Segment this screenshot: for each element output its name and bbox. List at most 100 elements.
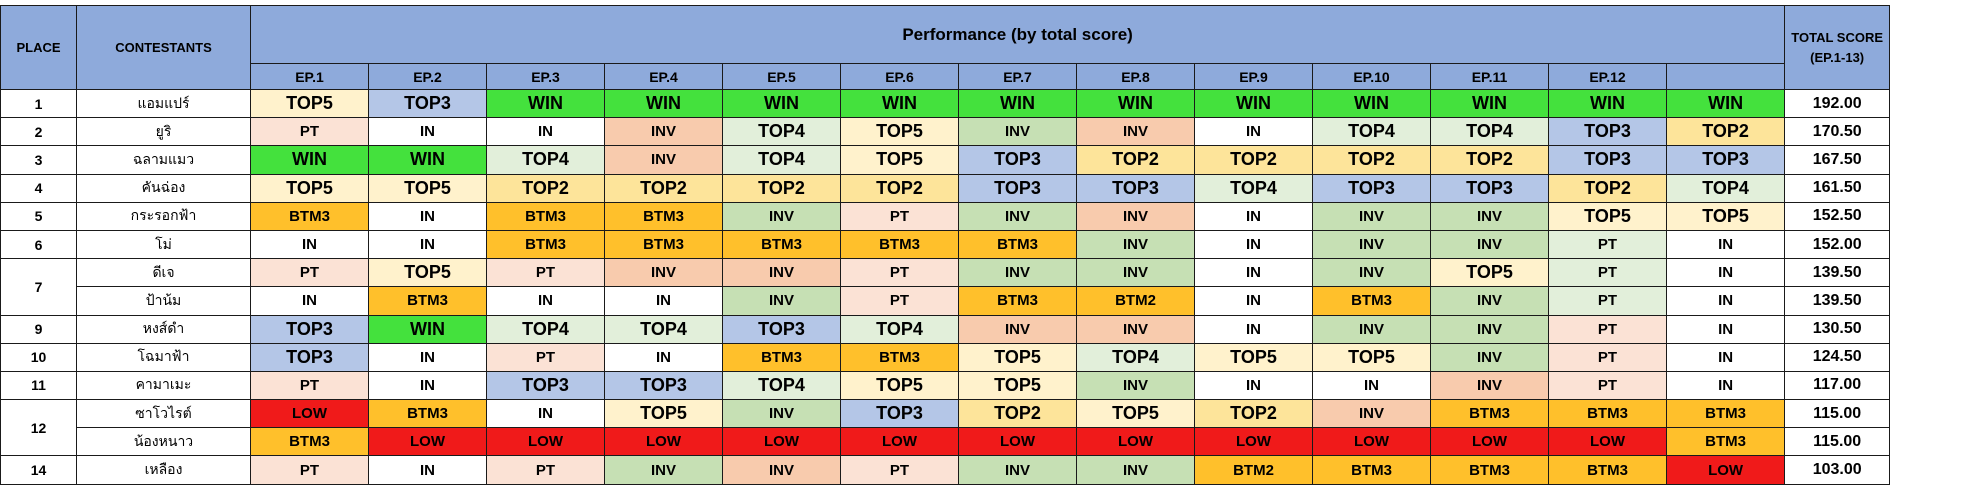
result-cell[interactable]: PT: [1548, 314, 1667, 344]
result-cell[interactable]: INV: [604, 455, 723, 485]
result-cell[interactable]: WIN: [368, 314, 487, 344]
result-cell[interactable]: TOP5: [1548, 201, 1667, 231]
result-cell[interactable]: WIN: [1430, 88, 1549, 119]
result-cell[interactable]: TOP2: [958, 399, 1077, 429]
result-cell[interactable]: TOP3: [250, 314, 369, 344]
result-cell[interactable]: BTM3: [958, 286, 1077, 316]
result-cell[interactable]: WIN: [840, 88, 959, 119]
result-cell[interactable]: LOW: [250, 399, 369, 429]
result-cell[interactable]: INV: [1076, 117, 1195, 147]
result-cell[interactable]: INV: [1430, 286, 1549, 316]
episode-header-5[interactable]: EP.5: [722, 63, 841, 90]
result-cell[interactable]: INV: [1430, 314, 1549, 344]
result-cell[interactable]: IN: [1194, 229, 1313, 260]
result-cell[interactable]: BTM3: [250, 427, 369, 457]
result-cell[interactable]: IN: [368, 455, 487, 485]
result-cell[interactable]: IN: [1665, 229, 1786, 260]
result-cell[interactable]: LOW: [604, 427, 723, 457]
result-cell[interactable]: TOP3: [958, 173, 1077, 203]
result-cell[interactable]: WIN: [1548, 88, 1667, 119]
total-score-cell[interactable]: 152.50: [1784, 201, 1891, 231]
result-cell[interactable]: LOW: [1548, 427, 1667, 457]
contestant-name-cell[interactable]: ป้าน้ม: [76, 286, 251, 316]
result-cell[interactable]: WIN: [604, 88, 723, 119]
result-cell[interactable]: IN: [368, 117, 487, 147]
result-cell[interactable]: INV: [1076, 370, 1195, 401]
result-cell[interactable]: PT: [250, 455, 369, 485]
place-cell[interactable]: 10: [0, 342, 77, 372]
result-cell[interactable]: TOP4: [486, 314, 605, 344]
result-cell[interactable]: IN: [368, 229, 487, 260]
result-cell[interactable]: IN: [250, 286, 369, 316]
result-cell[interactable]: TOP4: [722, 145, 841, 175]
result-cell[interactable]: WIN: [1076, 88, 1195, 119]
result-cell[interactable]: TOP3: [250, 342, 369, 372]
result-cell[interactable]: BTM3: [1312, 286, 1431, 316]
episode-header-4[interactable]: EP.4: [604, 63, 723, 90]
result-cell[interactable]: IN: [1665, 342, 1786, 372]
contestant-name-cell[interactable]: โม่: [76, 229, 251, 260]
result-cell[interactable]: PT: [840, 258, 959, 288]
result-cell[interactable]: IN: [368, 370, 487, 401]
result-cell[interactable]: INV: [604, 117, 723, 147]
result-cell[interactable]: IN: [1665, 258, 1786, 288]
episode-header-6[interactable]: EP.6: [840, 63, 959, 90]
result-cell[interactable]: TOP5: [1194, 342, 1313, 372]
result-cell[interactable]: INV: [958, 314, 1077, 344]
result-cell[interactable]: BTM3: [840, 229, 959, 260]
result-cell[interactable]: IN: [1665, 314, 1786, 344]
result-cell[interactable]: LOW: [840, 427, 959, 457]
result-cell[interactable]: BTM3: [368, 286, 487, 316]
episode-header-13[interactable]: [1665, 63, 1786, 90]
contestant-name-cell[interactable]: คามาเมะ: [76, 370, 251, 401]
result-cell[interactable]: INV: [722, 258, 841, 288]
result-cell[interactable]: PT: [1548, 370, 1667, 401]
total-score-header[interactable]: TOTAL SCORE (EP.1-13): [1784, 5, 1891, 90]
place-cell[interactable]: 3: [0, 145, 77, 175]
result-cell[interactable]: IN: [1665, 286, 1786, 316]
result-cell[interactable]: TOP3: [1665, 145, 1786, 175]
contestant-name-cell[interactable]: โฉมาฟ้า: [76, 342, 251, 372]
result-cell[interactable]: PT: [486, 258, 605, 288]
result-cell[interactable]: INV: [604, 145, 723, 175]
result-cell[interactable]: LOW: [1194, 427, 1313, 457]
result-cell[interactable]: LOW: [1665, 455, 1786, 485]
result-cell[interactable]: IN: [1194, 314, 1313, 344]
result-cell[interactable]: PT: [486, 342, 605, 372]
episode-header-9[interactable]: EP.9: [1194, 63, 1313, 90]
result-cell[interactable]: TOP4: [604, 314, 723, 344]
result-cell[interactable]: TOP5: [840, 145, 959, 175]
result-cell[interactable]: WIN: [368, 145, 487, 175]
result-cell[interactable]: IN: [1665, 370, 1786, 401]
total-score-cell[interactable]: 115.00: [1784, 399, 1891, 429]
result-cell[interactable]: BTM3: [1430, 455, 1549, 485]
total-score-cell[interactable]: 103.00: [1784, 455, 1891, 485]
result-cell[interactable]: TOP3: [958, 145, 1077, 175]
result-cell[interactable]: TOP4: [722, 370, 841, 401]
result-cell[interactable]: TOP3: [368, 88, 487, 119]
total-score-cell[interactable]: 161.50: [1784, 173, 1891, 203]
contestant-name-cell[interactable]: ซาโวไรต์: [76, 399, 251, 429]
result-cell[interactable]: TOP5: [368, 173, 487, 203]
contestant-name-cell[interactable]: เหลือง: [76, 455, 251, 485]
result-cell[interactable]: PT: [840, 455, 959, 485]
result-cell[interactable]: TOP3: [1076, 173, 1195, 203]
result-cell[interactable]: IN: [604, 342, 723, 372]
result-cell[interactable]: IN: [1194, 258, 1313, 288]
result-cell[interactable]: TOP3: [604, 370, 723, 401]
result-cell[interactable]: INV: [1076, 201, 1195, 231]
total-score-cell[interactable]: 192.00: [1784, 88, 1891, 119]
total-score-cell[interactable]: 139.50: [1784, 286, 1891, 316]
result-cell[interactable]: TOP3: [486, 370, 605, 401]
result-cell[interactable]: WIN: [722, 88, 841, 119]
contestant-name-cell[interactable]: แอมแปร์: [76, 88, 251, 119]
result-cell[interactable]: TOP4: [1430, 117, 1549, 147]
episode-header-11[interactable]: EP.11: [1430, 63, 1549, 90]
result-cell[interactable]: BTM3: [1312, 455, 1431, 485]
result-cell[interactable]: WIN: [1312, 88, 1431, 119]
place-cell[interactable]: 4: [0, 173, 77, 203]
episode-header-10[interactable]: EP.10: [1312, 63, 1431, 90]
result-cell[interactable]: LOW: [1430, 427, 1549, 457]
episode-header-12[interactable]: EP.12: [1548, 63, 1667, 90]
result-cell[interactable]: PT: [486, 455, 605, 485]
